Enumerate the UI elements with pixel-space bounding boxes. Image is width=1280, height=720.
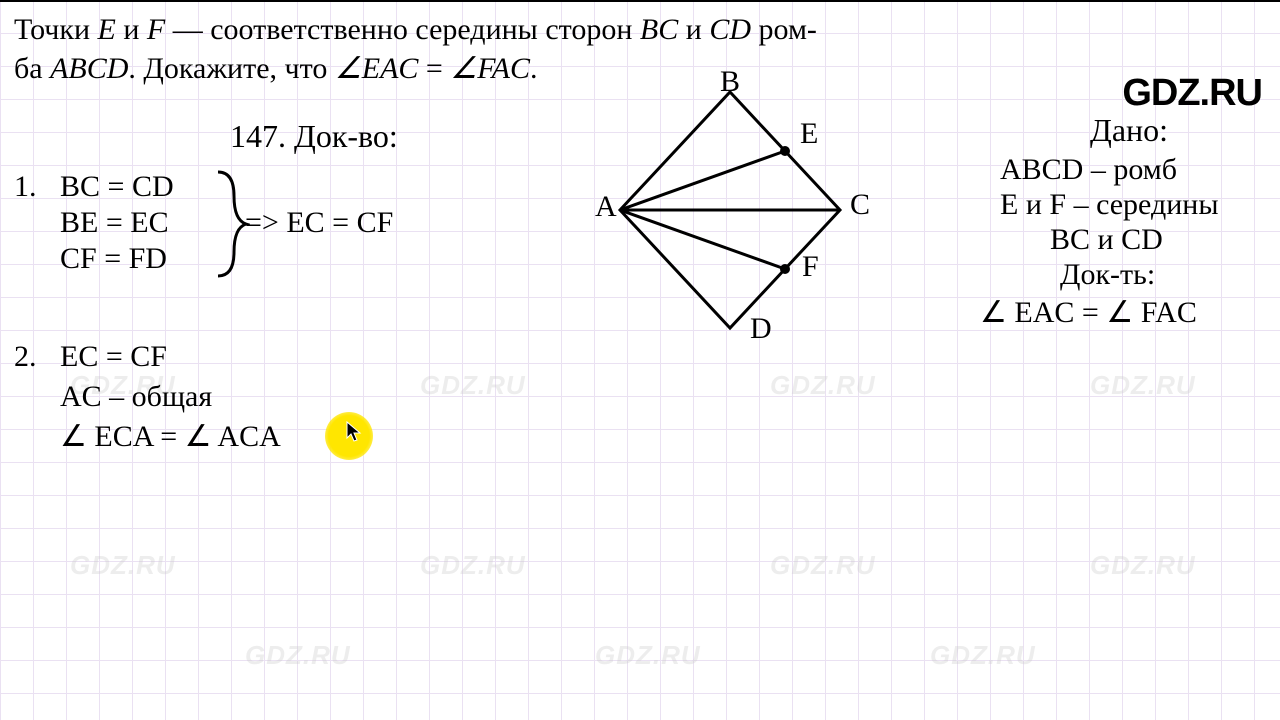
ang-EAC: ∠EAC	[335, 52, 419, 85]
var-ABCD: ABCD	[50, 52, 128, 85]
watermark: GDZ.RU	[930, 640, 1036, 671]
step1-impl: => EC = CF	[245, 206, 393, 241]
var-BC: BC	[640, 13, 678, 46]
text: — соответственно середины сторон	[165, 13, 640, 46]
step2-c: ∠ ECA = ∠ ACA	[60, 420, 281, 455]
given-c: BC и CD	[1050, 223, 1163, 258]
label-E: E	[800, 117, 818, 152]
rhombus-diagram	[590, 80, 870, 340]
proof-title: 147. Док-во:	[230, 118, 398, 155]
step2-num: 2.	[14, 340, 37, 375]
text: . Докажите, что	[128, 52, 334, 85]
given-a: ABCD – ромб	[1000, 153, 1177, 188]
watermark: GDZ.RU	[1090, 370, 1196, 401]
var-E: E	[98, 13, 116, 46]
brace-icon	[210, 168, 250, 280]
label-B: B	[720, 65, 740, 100]
watermark: GDZ.RU	[420, 550, 526, 581]
label-A: A	[595, 190, 617, 225]
watermark: GDZ.RU	[70, 550, 176, 581]
text: =	[418, 52, 450, 85]
watermark: GDZ.RU	[1090, 550, 1196, 581]
step2-a: EC = CF	[60, 340, 167, 375]
var-F: F	[147, 13, 165, 46]
given-title: Дано:	[1090, 112, 1168, 149]
top-border	[0, 0, 1280, 2]
label-D: D	[750, 312, 772, 347]
problem-statement: Точки E и F — соответственно середины ст…	[14, 10, 817, 88]
step1-a: BC = CD	[60, 170, 174, 205]
text: и	[678, 13, 709, 46]
step1-num: 1.	[14, 170, 37, 205]
watermark: GDZ.RU	[245, 640, 351, 671]
mouse-cursor-icon	[345, 420, 365, 444]
ang-FAC: ∠FAC	[450, 52, 530, 85]
text: и	[116, 13, 147, 46]
var-CD: CD	[709, 13, 751, 46]
given-d: Док-ть:	[1060, 258, 1155, 293]
watermark: GDZ.RU	[420, 370, 526, 401]
given-b: E и F – середины	[1000, 188, 1219, 223]
site-logo: GDZ.RU	[1122, 72, 1262, 115]
step1-b: BE = EC	[60, 206, 169, 241]
step2-b: AC – общая	[60, 380, 212, 415]
step1-c: CF = FD	[60, 242, 167, 277]
text: ба	[14, 52, 50, 85]
label-C: C	[850, 188, 870, 223]
watermark: GDZ.RU	[595, 640, 701, 671]
given-e: ∠ EAC = ∠ FAC	[980, 296, 1197, 331]
watermark: GDZ.RU	[770, 370, 876, 401]
watermark: GDZ.RU	[770, 550, 876, 581]
text: .	[530, 52, 538, 85]
label-F: F	[802, 250, 819, 285]
text: Точки	[14, 13, 98, 46]
text: ром-	[751, 13, 817, 46]
